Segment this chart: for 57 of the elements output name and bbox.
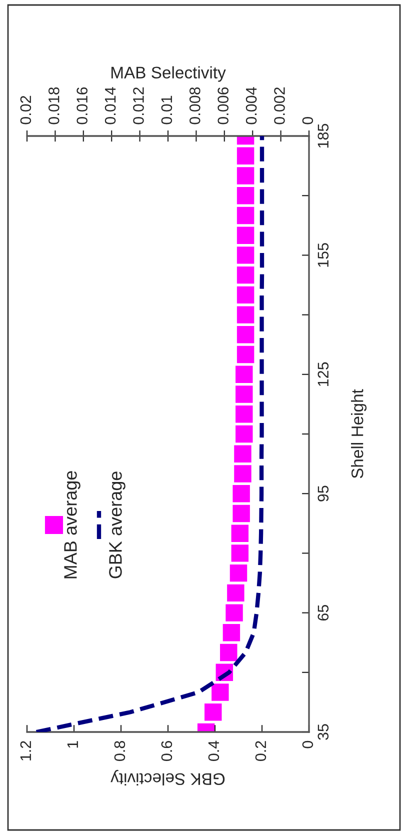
- point: [230, 544, 250, 563]
- y-tick-label: 95: [318, 486, 329, 502]
- point: [232, 484, 251, 504]
- point: [210, 682, 230, 702]
- point: [224, 603, 244, 622]
- point: [229, 564, 248, 583]
- x-tick-label: 0.2: [255, 741, 266, 761]
- x2-tick-label: 0.018: [48, 87, 60, 124]
- y-tick-label: 125: [318, 362, 329, 386]
- point: [236, 206, 255, 225]
- point: [234, 404, 254, 424]
- point: [236, 345, 255, 364]
- y-tick-label: 65: [318, 604, 329, 621]
- point: [230, 524, 250, 543]
- point: [236, 146, 255, 166]
- x-tick-label: 1: [67, 741, 78, 748]
- point: [236, 246, 255, 265]
- legend-label: MAB average: [64, 471, 80, 578]
- y-tick-label: 185: [318, 124, 329, 148]
- y-axis-title: Shell Height: [351, 389, 367, 478]
- point: [236, 186, 255, 206]
- x-tick-label: 0.6: [161, 741, 172, 761]
- point: [236, 285, 255, 304]
- x2-tick-label: 0.01: [161, 96, 172, 124]
- x-tick-label: 0.8: [114, 740, 126, 761]
- x2-axis-title: MAB Selectivity: [111, 66, 226, 82]
- y-tick-label: 35: [318, 724, 329, 740]
- x2-tick-label: 0.012: [133, 87, 144, 124]
- x2-tick-label: 0.02: [20, 96, 32, 124]
- point: [236, 166, 255, 186]
- x-tick-label: 1.2: [20, 741, 31, 760]
- x2-tick-label: 0: [302, 116, 314, 124]
- x2-tick-label: 0.016: [76, 87, 88, 124]
- point: [226, 583, 246, 602]
- x2-tick-label: 0.006: [218, 87, 228, 124]
- x-tick-label: 0: [302, 740, 314, 748]
- point: [219, 643, 238, 662]
- x2-tick-label: 0.002: [274, 87, 285, 124]
- y-tick-label: 155: [318, 243, 329, 267]
- point: [234, 364, 254, 384]
- point: [236, 226, 255, 245]
- point: [233, 444, 252, 464]
- x2-tick-label: 0.014: [104, 87, 116, 124]
- point: [222, 623, 241, 642]
- point: [204, 702, 223, 722]
- x-axis-title: GBK Selectivity: [110, 770, 225, 786]
- point: [236, 325, 255, 344]
- legend-label: GBK average: [109, 472, 126, 578]
- point: [234, 384, 254, 404]
- point: [236, 266, 255, 285]
- point: [233, 464, 252, 484]
- point: [234, 424, 254, 444]
- x2-tick-label: 0.004: [246, 87, 257, 124]
- x2-tick-label: 0.008: [189, 87, 200, 124]
- point: [232, 504, 251, 523]
- x-tick-label: 0.4: [208, 740, 220, 761]
- point: [236, 305, 255, 324]
